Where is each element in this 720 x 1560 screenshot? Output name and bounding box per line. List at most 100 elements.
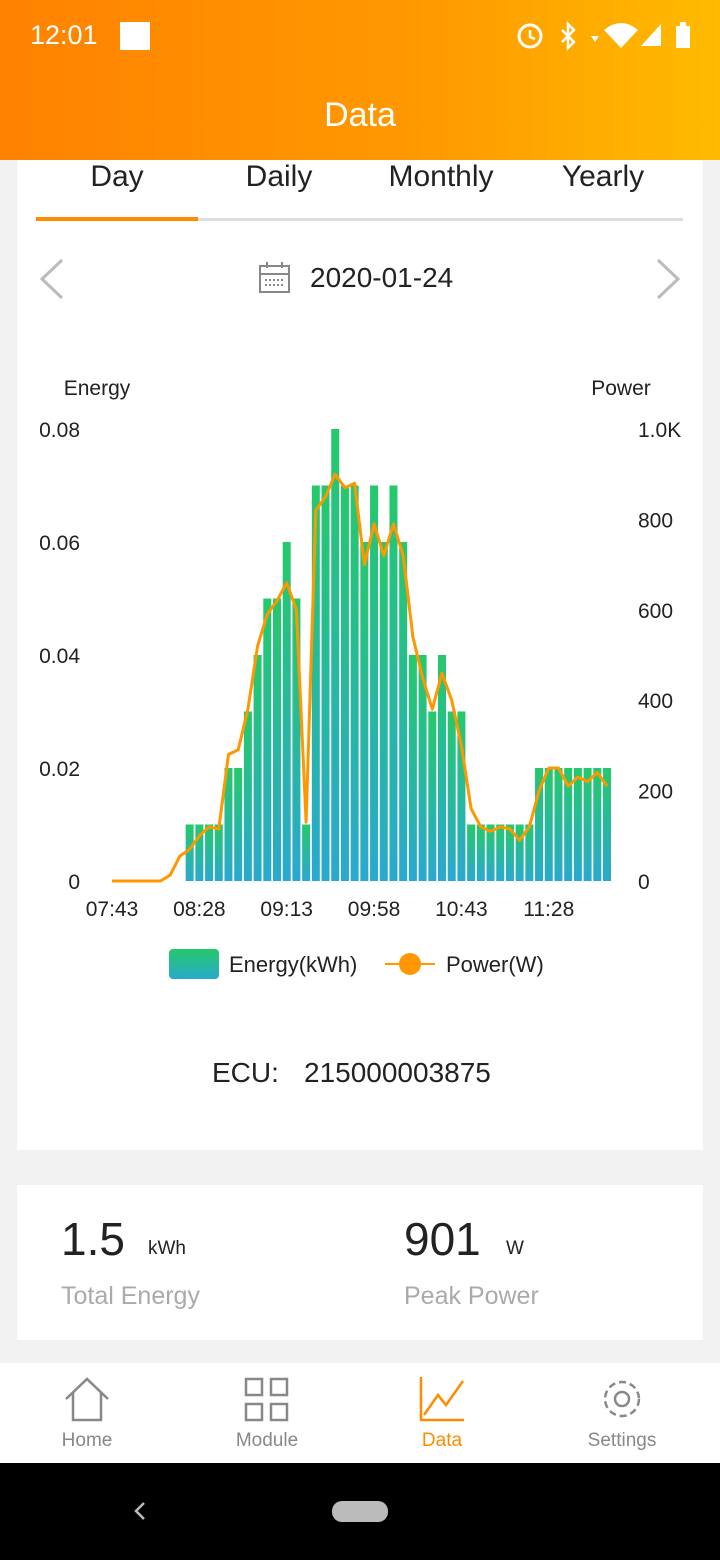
- x-tick-label: 07:43: [86, 898, 139, 921]
- legend-swatch: [399, 953, 421, 975]
- y2-tick-label: 800: [638, 509, 673, 532]
- bar: [263, 598, 272, 881]
- bar: [603, 768, 611, 881]
- y-tick-label: 0: [68, 871, 80, 894]
- x-tick-label: 08:28: [173, 898, 226, 921]
- bar: [331, 429, 340, 881]
- y2-tick-label: 400: [638, 690, 673, 713]
- calendar-icon[interactable]: [259, 262, 290, 293]
- bar: [399, 542, 408, 881]
- tab[interactable]: Day: [90, 160, 144, 193]
- module-icon[interactable]: [244, 1377, 289, 1422]
- summary-card: [17, 1185, 703, 1340]
- bar: [554, 768, 563, 881]
- tab-indicator: [36, 217, 198, 221]
- bar: [593, 768, 602, 881]
- ecu-id: 215000003875: [304, 1057, 491, 1088]
- bar: [292, 598, 301, 881]
- y2-axis-title: Power: [591, 377, 651, 400]
- clock: 12:01: [30, 20, 98, 50]
- y2-tick-label: 0: [638, 871, 650, 894]
- total-energy-value: 1.5: [61, 1213, 125, 1265]
- bar: [302, 824, 311, 881]
- x-tick-label: 09:58: [348, 898, 401, 921]
- settings-icon[interactable]: [603, 1380, 641, 1418]
- bar: [379, 542, 388, 881]
- y-axis-title: Energy: [64, 377, 131, 400]
- total-energy-unit: kWh: [148, 1238, 186, 1259]
- back-button[interactable]: [134, 1502, 145, 1520]
- alarm-icon: [517, 23, 543, 49]
- bar: [350, 485, 359, 881]
- bar: [544, 768, 553, 881]
- bar: [496, 824, 505, 881]
- legend-label[interactable]: Power(W): [446, 952, 544, 977]
- bar: [253, 655, 262, 881]
- bar: [486, 824, 495, 881]
- y-tick-label: 0.08: [39, 419, 80, 442]
- power-line: [112, 472, 609, 883]
- bar: [321, 485, 330, 881]
- bar: [234, 768, 243, 881]
- bar: [214, 824, 223, 881]
- bar: [205, 824, 214, 881]
- bar: [243, 711, 252, 881]
- peak-power-label: Peak Power: [404, 1282, 539, 1310]
- bar: [224, 768, 233, 881]
- x-tick-label: 10:43: [435, 898, 488, 921]
- data-icon[interactable]: [419, 1377, 465, 1422]
- bar: [525, 824, 534, 881]
- chart: Energy Power 0 0.02 0.04 0.06 0.08 0 200 400 600…: [39, 377, 681, 921]
- bar: [195, 824, 204, 881]
- nav-icons: [65, 1377, 641, 1422]
- bluetooth-icon: [561, 20, 576, 52]
- home-button[interactable]: [332, 1501, 388, 1522]
- y2-tick-label: 200: [638, 781, 673, 804]
- nav-label[interactable]: Module: [235, 1430, 299, 1451]
- total-energy-label: Total Energy: [61, 1282, 200, 1310]
- bar: [438, 655, 446, 881]
- bar: [583, 768, 592, 881]
- bar: [564, 768, 573, 881]
- legend-label[interactable]: Energy(kWh): [229, 952, 357, 977]
- bar: [428, 711, 437, 881]
- peak-power-value: 901: [404, 1213, 481, 1265]
- y-tick-label: 0.06: [39, 532, 80, 555]
- bar: [457, 711, 466, 881]
- tab[interactable]: Monthly: [388, 160, 494, 193]
- bar: [418, 655, 427, 881]
- tab-bar: [36, 217, 683, 300]
- nav-label[interactable]: Settings: [587, 1430, 657, 1451]
- tab[interactable]: Yearly: [561, 160, 645, 193]
- nav-label[interactable]: Home: [61, 1430, 113, 1451]
- legend-swatch: [169, 949, 219, 979]
- prev-button[interactable]: [39, 258, 64, 300]
- notification-icon: [120, 22, 150, 50]
- bar: [573, 768, 582, 881]
- bar: [273, 598, 281, 881]
- ecu-label: ECU:: [212, 1057, 279, 1088]
- system-buttons: [134, 1501, 388, 1522]
- bar: [340, 485, 349, 881]
- y-tick-label: 0.02: [39, 758, 80, 781]
- y-tick-label: 0.04: [39, 645, 80, 668]
- status-icons: [120, 20, 690, 52]
- bar: [282, 542, 291, 881]
- battery-icon: [676, 26, 690, 48]
- home-icon[interactable]: [65, 1377, 109, 1422]
- bar: [447, 711, 456, 881]
- date-label[interactable]: 2020-01-24: [310, 262, 454, 293]
- y2-tick-label: 600: [638, 600, 673, 623]
- tab[interactable]: Daily: [245, 160, 313, 193]
- screen-title: Data: [324, 96, 396, 134]
- bar: [311, 485, 320, 881]
- next-button[interactable]: [656, 258, 681, 300]
- bar: [535, 768, 544, 881]
- bar: [515, 824, 524, 881]
- bottom-nav: [0, 1363, 720, 1463]
- signal-icon: [641, 24, 661, 46]
- chart-card: [17, 160, 703, 1150]
- nav-label[interactable]: Data: [421, 1430, 463, 1451]
- bar: [360, 542, 369, 881]
